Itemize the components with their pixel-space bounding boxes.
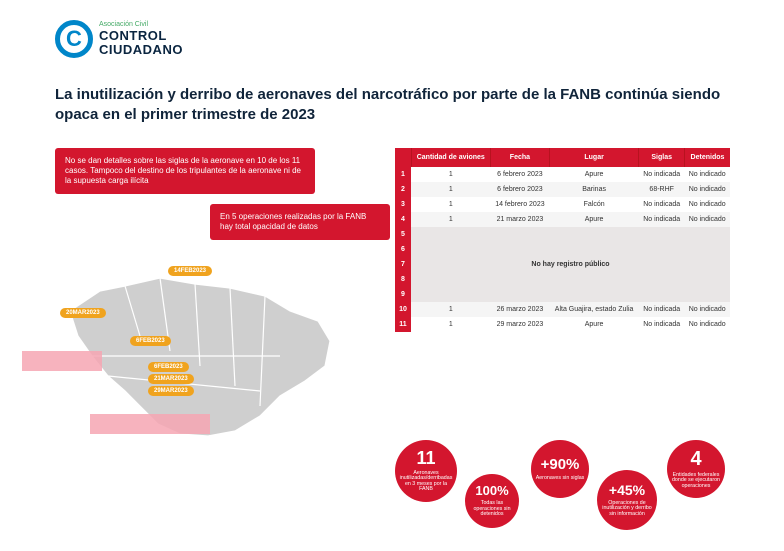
row-number: 4 — [395, 212, 411, 227]
row-number: 5 — [395, 227, 411, 242]
stat-value: 100% — [475, 484, 508, 498]
table-cell: Apure — [549, 317, 639, 332]
map-pin: 6FEB2023 — [130, 336, 171, 346]
row-number: 7 — [395, 257, 411, 272]
stat-label: Operaciones de inutilización y derribo s… — [597, 501, 657, 518]
table-row: 4121 marzo 2023ApureNo indicadaNo indica… — [395, 212, 730, 227]
map-pin: 6FEB2023 — [148, 362, 189, 372]
table-row: 11129 marzo 2023ApureNo indicadaNo indic… — [395, 317, 730, 332]
table-col-header: Fecha — [491, 148, 550, 167]
brand-logo: C Asociación Civil CONTROL CIUDADANO — [55, 20, 183, 58]
stat-label: Todas las operaciones sin detenidos — [465, 501, 519, 518]
map-pin: 20MAR2023 — [60, 308, 106, 318]
table-row: 10126 marzo 2023Alta Guajira, estado Zul… — [395, 302, 730, 317]
stat-label: Entidades federales donde se ejecutaron … — [667, 473, 725, 490]
row-number: 2 — [395, 182, 411, 197]
table-cell: No indicado — [684, 302, 730, 317]
map-pin: 14FEB2023 — [168, 266, 212, 276]
table-cell: 1 — [411, 167, 491, 182]
table-cell: Barinas — [549, 182, 639, 197]
row-number: 9 — [395, 287, 411, 302]
row-number: 10 — [395, 302, 411, 317]
table-row: 116 febrero 2023ApureNo indicadaNo indic… — [395, 167, 730, 182]
stats-row: 11 Aeronaves inutilizadas/derribadas en 3… — [395, 440, 745, 540]
no-registry-cell: No hay registro público — [411, 227, 730, 302]
logo-line1: CONTROL — [99, 29, 183, 43]
table-cell: No indicado — [684, 212, 730, 227]
table-col-header: Detenidos — [684, 148, 730, 167]
stat-value: 4 — [690, 449, 701, 470]
table-col-header: Cantidad de aviones — [411, 148, 491, 167]
map-pin: 29MAR2023 — [148, 386, 194, 396]
table-cell: No indicada — [639, 317, 685, 332]
table-cell: 21 marzo 2023 — [491, 212, 550, 227]
stat-circle: +90% Aeronaves sin siglas — [531, 440, 589, 498]
table-cell: 14 febrero 2023 — [491, 197, 550, 212]
table-cell: No indicada — [639, 212, 685, 227]
logo-text: Asociación Civil CONTROL CIUDADANO — [99, 21, 183, 57]
table-cell: 29 marzo 2023 — [491, 317, 550, 332]
table-cell: 1 — [411, 212, 491, 227]
table-row: 3114 febrero 2023FalcónNo indicadaNo ind… — [395, 197, 730, 212]
table-cell: Apure — [549, 167, 639, 182]
row-number: 3 — [395, 197, 411, 212]
table-col-header: Lugar — [549, 148, 639, 167]
stat-value: +90% — [541, 457, 580, 473]
stat-label: Aeronaves sin siglas — [532, 476, 589, 482]
callout-opacidad: En 5 operaciones realizadas por la FANB … — [210, 204, 390, 240]
table-cell: No indicado — [684, 317, 730, 332]
table-col-header: Siglas — [639, 148, 685, 167]
table-cell: Alta Guajira, estado Zulia — [549, 302, 639, 317]
stat-circle: 4 Entidades federales donde se ejecutaron… — [667, 440, 725, 498]
table-cell: No indicado — [684, 197, 730, 212]
row-number: 6 — [395, 242, 411, 257]
logo-c-icon: C — [55, 20, 93, 58]
callout-siglas: No se dan detalles sobre las siglas de l… — [55, 148, 315, 194]
decor-stripe — [90, 414, 210, 434]
table-cell: 26 marzo 2023 — [491, 302, 550, 317]
table-cell: 6 febrero 2023 — [491, 167, 550, 182]
table-cell: 1 — [411, 197, 491, 212]
table-cell: 1 — [411, 317, 491, 332]
decor-stripe — [22, 351, 102, 371]
logo-line2: CIUDADANO — [99, 43, 183, 57]
table-col-header — [395, 148, 411, 167]
table-cell: No indicado — [684, 167, 730, 182]
table-cell: 1 — [411, 182, 491, 197]
table-cell: 1 — [411, 302, 491, 317]
stat-value: 11 — [416, 449, 435, 468]
page-title: La inutilización y derribo de aeronaves … — [55, 85, 725, 124]
stat-circle: 11 Aeronaves inutilizadas/derribadas en 3… — [395, 440, 457, 502]
table-row: 216 febrero 2023Barinas68-RHFNo indicado — [395, 182, 730, 197]
table-cell: Apure — [549, 212, 639, 227]
table-cell: 68-RHF — [639, 182, 685, 197]
row-number: 11 — [395, 317, 411, 332]
table-row-opaque: 5No hay registro público — [395, 227, 730, 242]
table-cell: 6 febrero 2023 — [491, 182, 550, 197]
stat-label: Aeronaves inutilizadas/derribadas en 3 m… — [395, 471, 457, 493]
stat-circle: 100% Todas las operaciones sin detenidos — [465, 474, 519, 528]
table-cell: No indicada — [639, 167, 685, 182]
table-cell: No indicada — [639, 197, 685, 212]
operations-table: Cantidad de avionesFechaLugarSiglasDeten… — [395, 148, 730, 332]
row-number: 1 — [395, 167, 411, 182]
table-cell: No indicada — [639, 302, 685, 317]
stat-value: +45% — [609, 483, 645, 498]
row-number: 8 — [395, 272, 411, 287]
venezuela-map: 14FEB2023 20MAR2023 6FEB2023 6FEB2023 21MAR2… — [30, 256, 360, 446]
stat-circle: +45% Operaciones de inutilización y derri… — [597, 470, 657, 530]
table-head: Cantidad de avionesFechaLugarSiglasDeten… — [395, 148, 730, 167]
table-cell: No indicado — [684, 182, 730, 197]
table-cell: Falcón — [549, 197, 639, 212]
map-pin: 21MAR2023 — [148, 374, 194, 384]
